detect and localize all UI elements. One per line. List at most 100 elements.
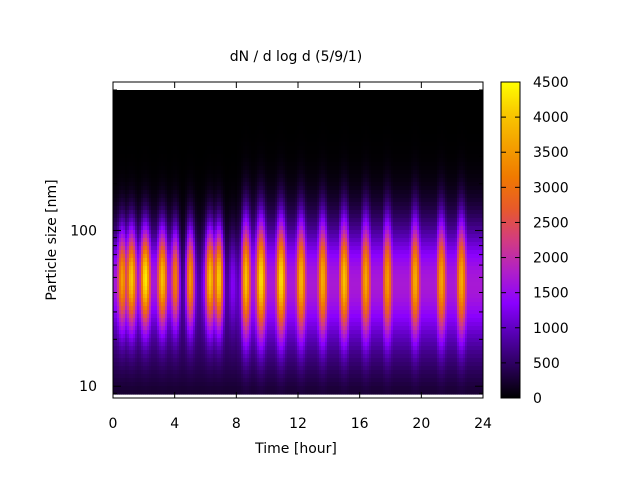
heatmap-cell [149, 202, 152, 207]
heatmap-cell [171, 182, 174, 187]
heatmap-cell [125, 302, 128, 307]
heatmap-cell [155, 114, 158, 119]
heatmap-cell [173, 206, 176, 211]
heatmap-cell [151, 114, 154, 119]
heatmap-cell [121, 286, 124, 291]
heatmap-cell [137, 210, 140, 215]
heatmap-cell [157, 186, 160, 191]
heatmap-cell [163, 150, 166, 155]
heatmap-cell [113, 386, 116, 391]
heatmap-cell [119, 278, 122, 283]
heatmap-cell [139, 106, 142, 111]
heatmap-cell [149, 298, 152, 303]
heatmap-cell [125, 182, 128, 187]
heatmap-cell [121, 358, 124, 363]
heatmap-cell [173, 122, 176, 127]
heatmap-cell [119, 390, 122, 395]
heatmap-cell [115, 106, 118, 111]
heatmap-cell [135, 138, 138, 143]
heatmap-cell [117, 338, 120, 343]
heatmap-cell [147, 186, 150, 191]
heatmap-cell [121, 186, 124, 191]
heatmap-cell [155, 150, 158, 155]
heatmap-cell [175, 298, 178, 303]
heatmap-cell [149, 134, 152, 139]
heatmap-cell [179, 290, 182, 295]
heatmap-cell [135, 94, 138, 99]
heatmap-cell [119, 286, 122, 291]
heatmap-cell [177, 362, 180, 367]
heatmap-cell [131, 238, 134, 243]
heatmap-cell [133, 162, 136, 167]
heatmap-cell [115, 314, 118, 319]
heatmap-cell [139, 306, 142, 311]
heatmap-cell [147, 362, 150, 367]
heatmap-cell [131, 242, 134, 247]
heatmap-cell [165, 298, 168, 303]
heatmap-cell [171, 330, 174, 335]
heatmap-cell [125, 262, 128, 267]
heatmap-cell [161, 294, 164, 299]
heatmap-cell [131, 318, 134, 323]
heatmap-cell [127, 310, 130, 315]
heatmap-cell [125, 218, 128, 223]
heatmap-cell [125, 126, 128, 131]
heatmap-cell [125, 346, 128, 351]
heatmap-cell [159, 218, 162, 223]
heatmap-cell [135, 146, 138, 151]
heatmap-cell [177, 238, 180, 243]
heatmap-cell [161, 362, 164, 367]
heatmap-cell [167, 138, 170, 143]
heatmap-cell [141, 374, 144, 379]
heatmap-cell [149, 126, 152, 131]
heatmap-cell [113, 202, 116, 207]
heatmap-cell [141, 134, 144, 139]
heatmap-cell [147, 294, 150, 299]
heatmap-cell [177, 94, 180, 99]
heatmap-cell [171, 142, 174, 147]
heatmap-cell [165, 106, 168, 111]
heatmap-cell [139, 318, 142, 323]
heatmap-cell [151, 154, 154, 159]
heatmap-cell [163, 98, 166, 103]
heatmap-cell [141, 94, 144, 99]
heatmap-cell [147, 102, 150, 107]
heatmap-cell [169, 370, 172, 375]
heatmap-cell [135, 270, 138, 275]
heatmap-cell [147, 386, 150, 391]
heatmap-cell [129, 226, 132, 231]
heatmap-cell [179, 230, 182, 235]
heatmap-cell [171, 98, 174, 103]
heatmap-cell [137, 302, 140, 307]
heatmap-cell [181, 158, 184, 163]
heatmap-cell [133, 362, 136, 367]
heatmap-cell [163, 198, 166, 203]
heatmap-cell [139, 366, 142, 371]
heatmap-cell [123, 350, 126, 355]
heatmap-cell [127, 138, 130, 143]
heatmap-cell [167, 206, 170, 211]
heatmap-cell [161, 286, 164, 291]
heatmap-cell [139, 378, 142, 383]
heatmap-cell [165, 94, 168, 99]
heatmap-cell [131, 306, 134, 311]
heatmap-cell [141, 306, 144, 311]
heatmap-cell [155, 226, 158, 231]
heatmap-cell [141, 270, 144, 275]
heatmap-cell [137, 390, 140, 395]
heatmap-cell [131, 118, 134, 123]
heatmap-cell [165, 198, 168, 203]
heatmap-cell [149, 246, 152, 251]
heatmap-cell [117, 334, 120, 339]
heatmap-cell [163, 390, 166, 395]
heatmap-cell [161, 170, 164, 175]
heatmap-cell [173, 370, 176, 375]
heatmap-cell [117, 122, 120, 127]
heatmap-cell [141, 322, 144, 327]
heatmap-cell [171, 302, 174, 307]
heatmap-cell [165, 262, 168, 267]
heatmap-cell [165, 326, 168, 331]
heatmap-cell [169, 182, 172, 187]
heatmap-cell [149, 386, 152, 391]
heatmap-cell [157, 154, 160, 159]
